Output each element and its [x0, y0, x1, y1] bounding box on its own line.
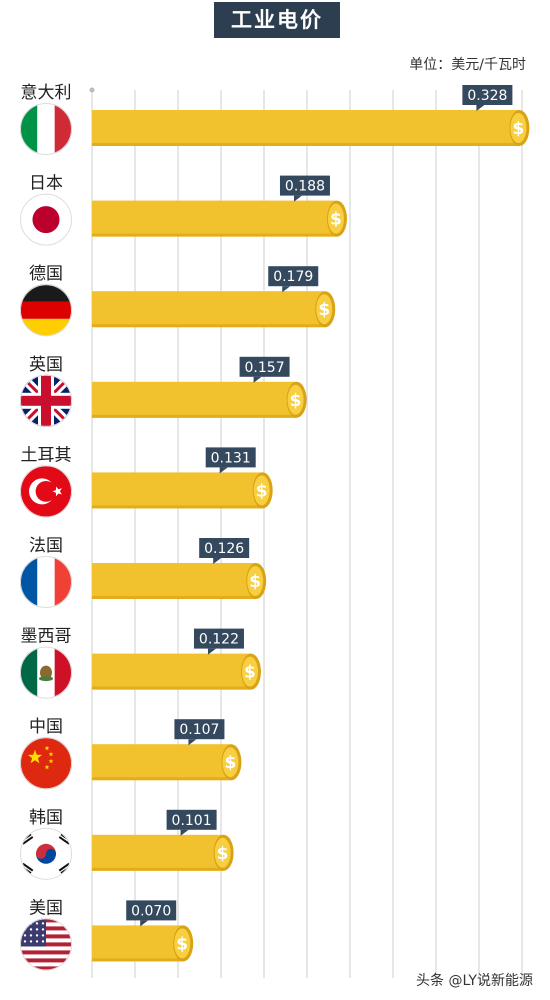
axis-origin-dot	[89, 87, 95, 93]
coin-symbol: $	[244, 663, 256, 683]
uk-flag-icon	[20, 374, 72, 427]
coin-icon: $	[221, 744, 242, 781]
italy-flag-icon	[20, 103, 72, 155]
value-label: 0.107	[174, 719, 225, 746]
value-label: 0.179	[268, 266, 319, 293]
coin-symbol: $	[225, 753, 237, 773]
category-label: 日本	[29, 174, 63, 194]
germany-flag-icon	[20, 284, 72, 337]
value-label-text: 0.101	[172, 813, 212, 829]
category-label: 墨西哥	[21, 627, 72, 647]
bar-shadow	[92, 233, 337, 237]
coin-icon: $	[213, 834, 234, 871]
bar-shadow	[92, 596, 257, 599]
japan-flag-icon	[20, 193, 72, 246]
bar	[92, 472, 263, 509]
coin-symbol: $	[217, 844, 229, 864]
value-label-text: 0.131	[211, 450, 251, 466]
coin-symbol: $	[330, 210, 342, 230]
value-label: 0.131	[205, 447, 256, 474]
value-label: 0.070	[126, 900, 177, 927]
category-label: 土耳其	[21, 445, 72, 465]
value-label-text: 0.070	[131, 903, 171, 919]
bar-shadow	[92, 686, 251, 690]
france-flag-icon	[20, 556, 72, 608]
coin-icon: $	[240, 653, 261, 690]
category-label: 法国	[29, 536, 63, 556]
value-label-text: 0.328	[467, 88, 507, 104]
coin-icon: $	[246, 563, 267, 599]
mexico-flag-icon	[20, 646, 72, 699]
bar	[92, 200, 337, 237]
category-label: 韩国	[29, 808, 63, 828]
bar-shadow	[92, 505, 263, 509]
category-label: 英国	[29, 355, 63, 375]
bar-shadow	[92, 867, 224, 871]
bar-shadow	[92, 414, 297, 418]
value-label: 0.122	[193, 628, 244, 655]
bar	[92, 744, 232, 781]
coin-icon: $	[509, 110, 530, 146]
coin-symbol: $	[290, 391, 302, 411]
value-label-text: 0.188	[285, 179, 325, 195]
value-label: 0.328	[462, 85, 513, 111]
bar-shadow	[92, 324, 326, 328]
coin-icon: $	[252, 472, 273, 509]
coin-icon: $	[315, 291, 336, 328]
coin-symbol: $	[318, 300, 330, 320]
category-label: 德国	[29, 264, 63, 284]
coin-icon: $	[326, 200, 347, 237]
bar-shadow	[92, 958, 184, 962]
value-label-text: 0.157	[245, 360, 285, 376]
unit-label: 单位：美元/千瓦时	[409, 57, 526, 73]
korea-flag-icon	[20, 827, 72, 880]
value-label: 0.101	[166, 809, 217, 836]
value-label-text: 0.122	[199, 632, 239, 648]
value-label-text: 0.126	[204, 541, 244, 557]
bar	[92, 563, 257, 599]
coin-symbol: $	[249, 572, 261, 592]
bar	[92, 925, 184, 962]
watermark: 头条 @LY说新能源	[416, 973, 533, 989]
bar-shadow	[92, 143, 520, 146]
category-label: 美国	[29, 898, 63, 918]
coin-symbol: $	[176, 934, 188, 954]
coin-icon: $	[286, 381, 307, 418]
chart-title: 工业电价	[214, 2, 340, 38]
value-label-text: 0.107	[179, 722, 219, 738]
coin-icon: $	[173, 925, 194, 962]
value-label: 0.188	[279, 175, 330, 202]
bar	[92, 653, 251, 690]
category-label: 意大利	[21, 83, 72, 103]
value-label-text: 0.179	[273, 269, 313, 285]
value-label: 0.157	[239, 356, 290, 383]
category-label: 中国	[29, 717, 63, 737]
coin-symbol: $	[512, 119, 524, 139]
bar-shadow	[92, 777, 232, 781]
bar	[92, 834, 224, 871]
bar	[92, 110, 520, 146]
bar	[92, 291, 326, 328]
bar	[92, 381, 297, 418]
grid-lines	[91, 90, 523, 978]
turkey-flag-icon	[20, 465, 72, 518]
china-flag-icon	[20, 737, 72, 790]
usa-flag-icon	[20, 918, 72, 971]
value-label: 0.126	[199, 538, 250, 564]
coin-symbol: $	[256, 481, 268, 501]
